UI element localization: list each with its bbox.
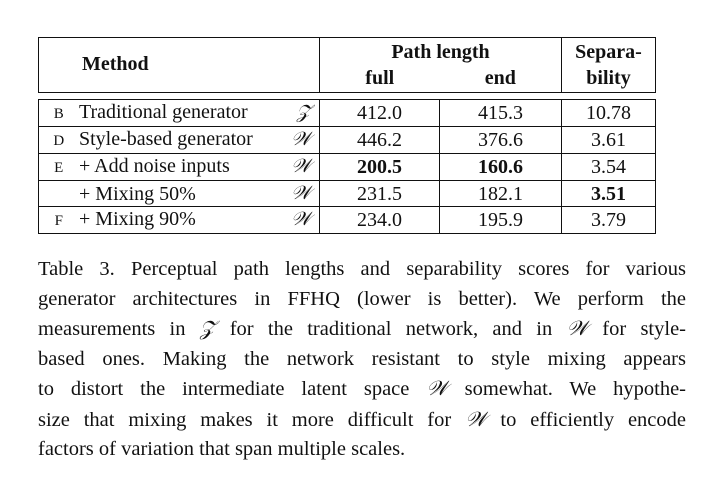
caption-line: measurements in 𝒵 for the traditional ne… xyxy=(38,316,686,340)
method-name: + Mixing 90% xyxy=(79,208,196,230)
config-letter: E xyxy=(54,160,64,176)
table-row-b: B Traditional generator 𝒵 412.0 415.3 10.7… xyxy=(38,99,656,127)
end-value: 182.1 xyxy=(439,180,562,207)
header-separability-2: bility xyxy=(561,66,656,93)
table-row-e: E + Add noise inputs 𝒲 200.5 160.6 3.54 xyxy=(38,153,656,181)
latent-z-symbol: 𝒵 xyxy=(199,316,216,340)
table-row-f: F + Mixing 90% 𝒲 234.0 195.9 3.79 xyxy=(38,206,656,234)
latent-space-symbol: 𝒲 xyxy=(291,208,311,230)
caption-line: size that mixing makes it more difficult… xyxy=(38,406,686,431)
method-name: + Add noise inputs xyxy=(79,155,230,177)
latent-space-symbol: 𝒲 xyxy=(291,182,311,204)
end-value: 415.3 xyxy=(439,99,562,127)
header-separability-1: Separa- xyxy=(561,37,656,66)
full-value: 412.0 xyxy=(319,99,440,127)
caption-line: based ones. Making the network resistant… xyxy=(38,347,686,370)
method-name: Style-based generator xyxy=(79,128,253,150)
latent-space-symbol: 𝒲 xyxy=(291,155,311,177)
header-path-length: Path length xyxy=(319,37,562,66)
full-value: 231.5 xyxy=(319,180,440,207)
latent-space-symbol: 𝒲 xyxy=(291,128,311,150)
end-value: 376.6 xyxy=(439,126,562,154)
end-value: 195.9 xyxy=(439,206,562,234)
latent-w-symbol: 𝒲 xyxy=(566,316,588,340)
end-value: 160.6 xyxy=(439,153,562,181)
header-full: full xyxy=(319,66,440,93)
table-caption: Table 3. Perceptual path lengths and sep… xyxy=(38,255,686,465)
method-cell: B Traditional generator 𝒵 xyxy=(38,99,320,127)
config-letter: D xyxy=(53,133,65,149)
separability-value: 3.79 xyxy=(561,206,656,234)
latent-w-symbol: 𝒲 xyxy=(465,406,487,431)
full-value: 200.5 xyxy=(319,153,440,181)
separability-value: 10.78 xyxy=(561,99,656,127)
config-letter: B xyxy=(53,106,65,122)
header-method: Method xyxy=(38,37,320,93)
separability-value: 3.51 xyxy=(561,180,656,207)
separability-value: 3.61 xyxy=(561,126,656,154)
header-end: end xyxy=(439,66,562,93)
latent-space-symbol: 𝒵 xyxy=(296,101,311,123)
method-name: + Mixing 50% xyxy=(79,182,196,205)
method-cell: D Style-based generator 𝒲 xyxy=(38,126,320,154)
full-value: 234.0 xyxy=(319,206,440,234)
table-row-d: D Style-based generator 𝒲 446.2 376.6 3.61 xyxy=(38,126,656,154)
caption-line: to distort the intermediate latent space… xyxy=(38,376,686,400)
method-cell: E + Add noise inputs 𝒲 xyxy=(38,153,320,181)
config-letter: F xyxy=(54,213,64,229)
method-cell: + Mixing 50% 𝒲 xyxy=(38,180,320,207)
caption-line: factors of variation that span multiple … xyxy=(38,438,406,460)
caption-line: generator architectures in FFHQ (lower i… xyxy=(38,287,686,310)
method-cell: F + Mixing 90% 𝒲 xyxy=(38,206,320,234)
method-name: Traditional generator xyxy=(79,101,248,123)
separability-value: 3.54 xyxy=(561,153,656,181)
latent-w-symbol: 𝒲 xyxy=(426,376,448,400)
full-value: 446.2 xyxy=(319,126,440,154)
table-row-mixing-50: + Mixing 50% 𝒲 231.5 182.1 3.51 xyxy=(38,180,656,207)
results-table: Method Path length Separa- full end bili… xyxy=(38,37,656,234)
caption-line: Table 3. Perceptual path lengths and sep… xyxy=(38,258,686,280)
